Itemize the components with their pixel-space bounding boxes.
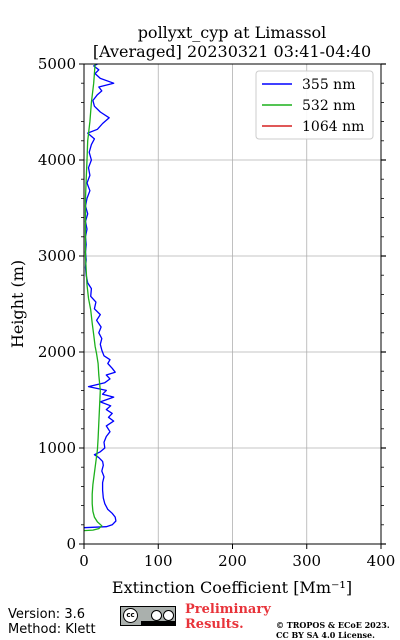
series-line-355-nm — [83, 63, 117, 529]
legend-box — [255, 70, 374, 140]
by-icon — [151, 610, 162, 621]
chart-title-line1: pollyxt_cyp at Limassol — [138, 23, 327, 42]
cc-icon: cc — [123, 608, 138, 623]
preliminary-notice: Preliminary Results. — [185, 602, 271, 632]
y-tick-label: 2000 — [38, 343, 76, 361]
y-tick-label: 1000 — [38, 439, 76, 457]
cc-license-badge: cc — [120, 606, 176, 626]
chart-title-line2: [Averaged] 20230321 03:41-04:40 — [93, 42, 371, 61]
preliminary-line2: Results. — [185, 617, 244, 632]
copyright-line2: CC BY SA 4.0 License. — [276, 630, 375, 640]
copyright-line1: © TROPOS & ECoE 2023. — [276, 620, 390, 630]
legend: 355 nm 532 nm 1064 nm — [255, 70, 374, 140]
legend-label: 355 nm — [302, 77, 355, 93]
x-tick-label: 300 — [292, 552, 321, 570]
y-tick-label: 3000 — [38, 247, 76, 265]
extinction-profile-chart: pollyxt_cyp at Limassol [Averaged] 20230… — [8, 23, 396, 597]
badge-strip — [141, 621, 176, 625]
x-axis-label: Extinction Coefficient [Mm⁻¹] — [112, 578, 352, 597]
y-tick-label: 4000 — [38, 151, 76, 169]
x-tick-label: 200 — [218, 552, 247, 570]
preliminary-line1: Preliminary — [185, 602, 271, 617]
sa-icon — [163, 610, 174, 621]
series-layer — [83, 63, 117, 532]
x-tick-label: 400 — [367, 552, 396, 570]
y-tick-label: 0 — [66, 535, 76, 553]
y-tick-label: 5000 — [38, 55, 76, 73]
x-tick-label: 100 — [144, 552, 173, 570]
series-line-532-nm — [83, 63, 103, 532]
legend-label: 1064 nm — [302, 119, 364, 135]
x-tick-label: 0 — [79, 552, 89, 570]
y-axis-label: Height (m) — [8, 260, 27, 348]
version-text: Version: 3.6 — [8, 607, 85, 622]
method-text: Method: Klett — [8, 622, 96, 637]
legend-label: 532 nm — [302, 98, 355, 114]
copyright-notice: © TROPOS & ECoE 2023. CC BY SA 4.0 Licen… — [276, 620, 390, 640]
